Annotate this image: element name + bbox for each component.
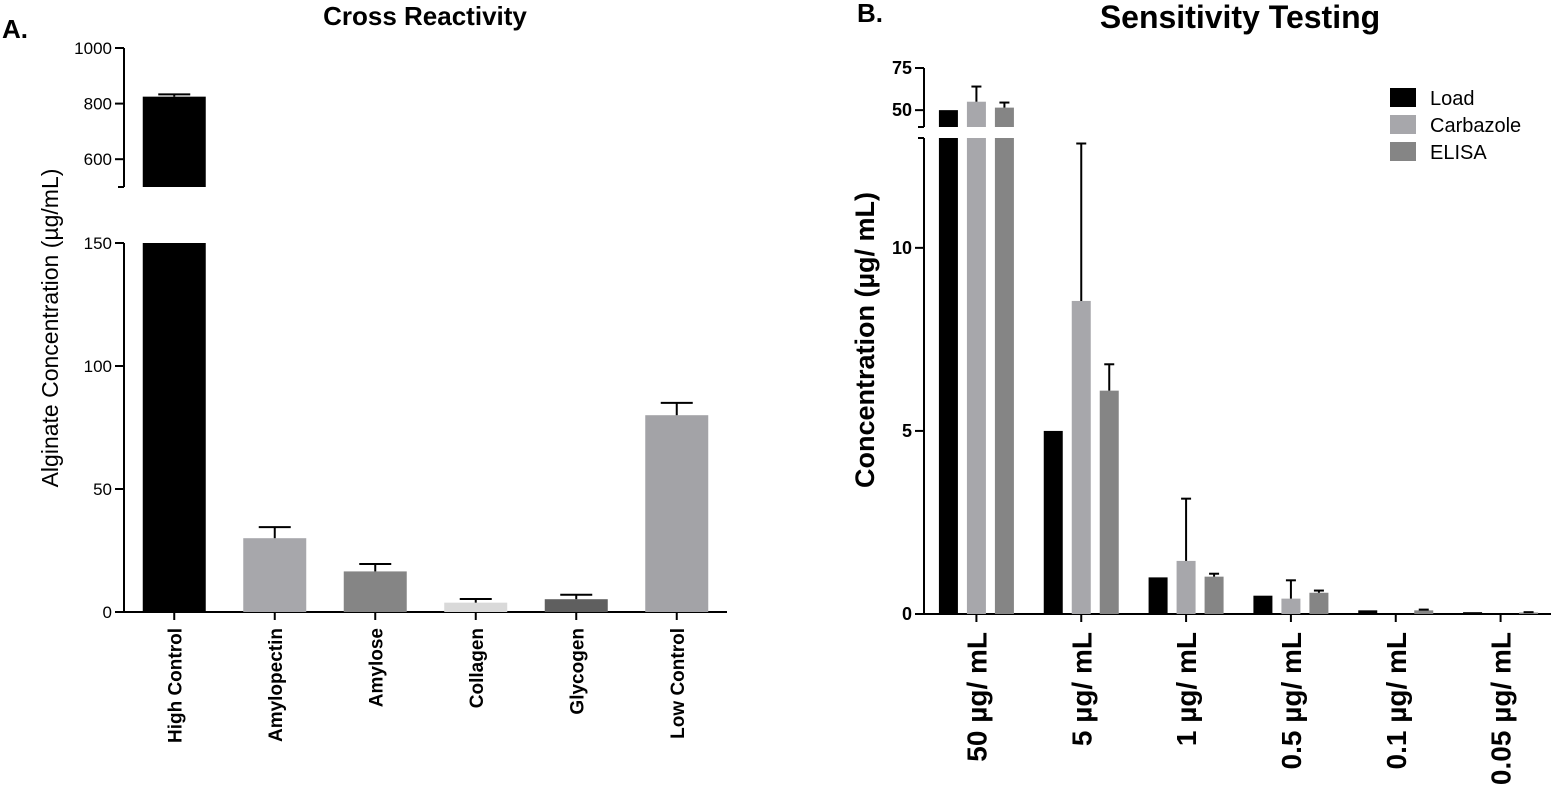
chart-b-bar xyxy=(994,107,1014,127)
chart-a-xtick-label: Amylopectin xyxy=(266,628,287,742)
chart-a-xtick-label: Low Control xyxy=(668,628,689,739)
chart-b-legend-label: Load xyxy=(1430,88,1475,110)
chart-b-bar xyxy=(966,138,986,614)
chart-a-title: Cross Reactivity xyxy=(323,1,527,31)
chart-a-ytick-label: 50 xyxy=(93,480,112,499)
chart-b-bar xyxy=(1358,610,1378,614)
chart-a-ytick-label: 0 xyxy=(103,603,112,622)
chart-b-legend-swatch xyxy=(1390,88,1416,107)
chart-a-ytick-label: 150 xyxy=(84,234,112,253)
chart-a-marks: 0 50 100 150 600 800 1000 High Control Amylopect… xyxy=(74,39,727,743)
chart-b-legend: Load Carbazole ELISA xyxy=(1390,88,1521,164)
panel-label-b: B. xyxy=(857,0,883,28)
chart-b-ytick-label: 5 xyxy=(902,421,912,441)
chart-b-bar xyxy=(1204,576,1224,614)
chart-b-bar xyxy=(938,138,958,614)
chart-b-bar xyxy=(1148,577,1168,614)
chart-a-xtick-label: Amylose xyxy=(366,628,387,707)
chart-b-bar xyxy=(1519,612,1539,614)
chart-b-ytick-label: 10 xyxy=(892,238,912,258)
chart-a-ytick-label: 1000 xyxy=(74,39,112,58)
chart-b-bar xyxy=(1414,610,1434,614)
chart-b-legend-label: ELISA xyxy=(1430,142,1487,164)
chart-a-ytick-label: 100 xyxy=(84,357,112,376)
chart-a-xtick-label: High Control xyxy=(165,628,186,743)
chart-b-xtick-label: 1 µg/ mL xyxy=(1171,632,1202,746)
chart-b-legend-swatch xyxy=(1390,142,1416,161)
chart-a-ytick-label: 800 xyxy=(84,95,112,114)
chart-b-xtick-label: 0.5 µg/ mL xyxy=(1276,632,1307,770)
chart-b-ytick-label: 0 xyxy=(902,604,912,624)
chart-b-xtick-label: 50 µg/ mL xyxy=(961,632,992,762)
chart-b-bar xyxy=(966,101,986,127)
chart-b-bar xyxy=(1099,390,1119,614)
chart-a-xtick-label: Collagen xyxy=(467,628,488,708)
chart-b-bar xyxy=(1253,595,1273,614)
chart-a-bar xyxy=(243,538,307,612)
chart-a-bar xyxy=(343,571,407,612)
chart-a-bar xyxy=(645,415,709,612)
chart-b-bar xyxy=(1281,598,1301,614)
chart-b-ylabel: Concentration (µg/ mL) xyxy=(850,192,880,488)
chart-b-legend-swatch xyxy=(1390,115,1416,134)
panel-label-a: A. xyxy=(2,14,28,44)
chart-b-bar xyxy=(1071,300,1091,614)
chart-b-bar xyxy=(1309,592,1329,614)
chart-b-xtick-label: 0.05 µg/ mL xyxy=(1486,632,1517,785)
chart-b-xtick-label: 5 µg/ mL xyxy=(1066,632,1097,746)
chart-b-xtick-label: 0.1 µg/ mL xyxy=(1381,632,1412,770)
chart-b-title: Sensitivity Testing xyxy=(1100,0,1380,35)
chart-a-bar xyxy=(444,602,508,612)
chart-b-bar xyxy=(1463,612,1483,614)
chart-b-ytick-label: 75 xyxy=(892,58,912,78)
chart-b-ytick-label: 50 xyxy=(892,100,912,120)
chart-a-ytick-label: 600 xyxy=(84,150,112,169)
chart-b: B. Sensitivity Testing Concentration (µg… xyxy=(850,0,1551,785)
chart-a-bar xyxy=(142,96,206,187)
chart-b-marks: 0 5 10 50 75 50 µg/ mL 5 µg/ mL 1 µg/ mL 0.5 µg/… xyxy=(892,58,1551,785)
chart-b-legend-label: Carbazole xyxy=(1430,115,1521,137)
chart-a-ylabel: Alginate Concentration (µg/mL) xyxy=(37,169,63,488)
chart-a-bar xyxy=(544,599,608,612)
chart-b-bar xyxy=(1043,430,1063,614)
chart-a: A. Cross Reactivity Alginate Concentrati… xyxy=(2,1,727,743)
chart-b-bar xyxy=(938,110,958,127)
chart-a-xtick-label: Glycogen xyxy=(567,628,588,715)
chart-b-bar xyxy=(994,138,1014,614)
chart-a-bar xyxy=(142,243,206,612)
chart-b-bar xyxy=(1176,560,1196,614)
